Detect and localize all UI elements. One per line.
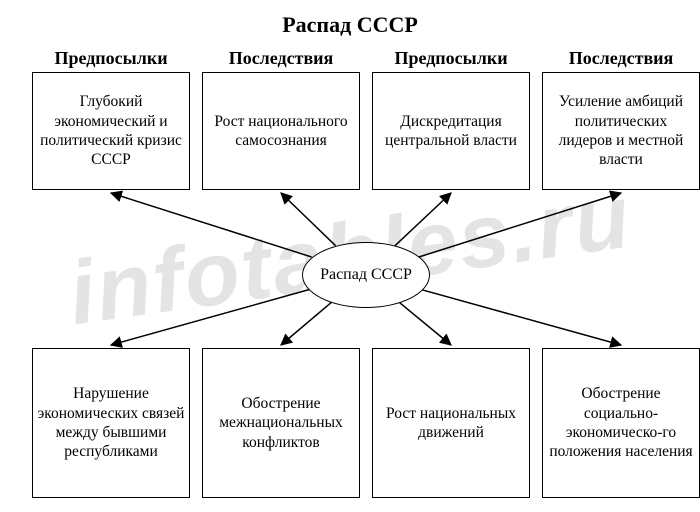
bottom-box-3-text: Обострение социально-экономическо-го пол… (547, 384, 695, 462)
top-box-1: Рост национального самосознания (202, 72, 360, 190)
column-header-3: Последствия (542, 48, 700, 69)
column-header-1: Последствия (202, 48, 360, 69)
center-node-label: Распад СССР (320, 265, 412, 284)
top-box-3: Усиление амбиций политических лидеров и … (542, 72, 700, 190)
diagram-title: Распад СССР (0, 12, 700, 38)
bottom-box-2: Рост национальных движений (372, 348, 530, 498)
bottom-box-2-text: Рост национальных движений (377, 404, 525, 443)
column-header-2: Предпосылки (372, 48, 530, 69)
center-node: Распад СССР (302, 242, 430, 308)
bottom-box-0: Нарушение экономических связей между быв… (32, 348, 190, 498)
top-box-0-text: Глубокий экономический и политический кр… (37, 92, 185, 170)
diagram-canvas: infotables.ru Распад СССР Предпосылки По… (0, 0, 700, 512)
bottom-box-1: Обострение межнациональных конфликтов (202, 348, 360, 498)
top-box-2-text: Дискредитация центральной власти (377, 112, 525, 151)
top-box-2: Дискредитация центральной власти (372, 72, 530, 190)
bottom-box-0-text: Нарушение экономических связей между быв… (37, 384, 185, 462)
bottom-box-3: Обострение социально-экономическо-го пол… (542, 348, 700, 498)
bottom-box-1-text: Обострение межнациональных конфликтов (207, 394, 355, 452)
top-box-0: Глубокий экономический и политический кр… (32, 72, 190, 190)
top-box-3-text: Усиление амбиций политических лидеров и … (547, 92, 695, 170)
top-box-1-text: Рост национального самосознания (207, 112, 355, 151)
column-header-0: Предпосылки (32, 48, 190, 69)
